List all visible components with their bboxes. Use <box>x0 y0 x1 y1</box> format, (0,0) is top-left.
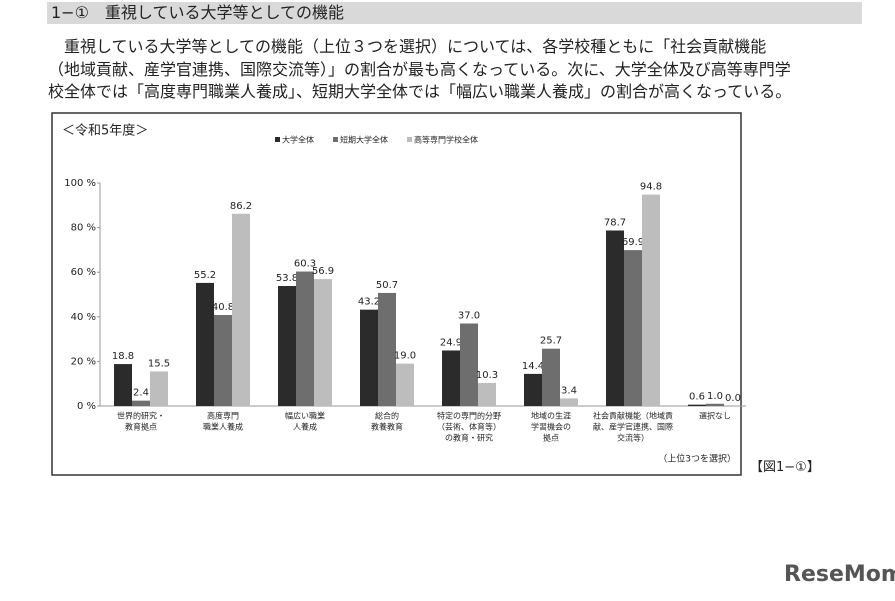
bar <box>132 400 150 406</box>
value-label: 56.9 <box>312 266 334 277</box>
bar <box>378 292 396 406</box>
value-label: 18.8 <box>112 351 134 362</box>
bar <box>542 348 560 406</box>
bar <box>688 404 706 406</box>
bar <box>706 403 724 406</box>
x-tick-label: 高度専門 <box>207 411 239 421</box>
x-tick-label: 学習機会の <box>531 422 571 432</box>
value-label: 60.3 <box>294 259 316 270</box>
value-label: 1.0 <box>707 391 723 402</box>
bar <box>296 271 314 406</box>
legend-swatch <box>275 137 280 142</box>
x-tick-label: 世界的研究・ <box>117 411 165 421</box>
legend-label: 大学全体 <box>282 135 314 145</box>
chart-subtitle: ＜令和5年度＞ <box>62 123 148 139</box>
bar <box>150 371 168 406</box>
chart-frame <box>51 112 742 476</box>
watermark: ReseMom <box>784 562 895 587</box>
value-label: 19.0 <box>394 351 416 362</box>
paragraph-line: （地域貢献、産学官連携、国際交流等）」の割合が最も高くなっている。次に、大学全体… <box>48 59 791 79</box>
value-label: 50.7 <box>376 280 398 291</box>
bar <box>114 364 132 406</box>
bar <box>460 323 478 406</box>
x-tick-label: 特定の専門的分野 <box>437 411 501 421</box>
x-tick-label: 総合的 <box>375 411 399 421</box>
value-label: 2.4 <box>133 388 149 399</box>
figure-label: 【図1−①】 <box>750 460 820 475</box>
x-tick-label: 拠点 <box>543 433 559 443</box>
x-tick-label: 教育拠点 <box>125 422 157 432</box>
value-label: 3.4 <box>561 385 577 396</box>
value-label: 0.0 <box>725 393 741 404</box>
x-tick-label: 選択なし <box>699 411 731 421</box>
value-label: 24.9 <box>440 337 462 348</box>
bar <box>442 350 460 406</box>
value-label: 55.2 <box>194 270 216 281</box>
bar <box>560 398 578 406</box>
paragraph-line: 校全体では「高度専門職業人養成」、短期大学全体では「幅広い職業人養成」の割合が高… <box>48 82 792 101</box>
bar <box>524 373 542 406</box>
x-tick-label: 交流等） <box>617 433 649 443</box>
y-tick-label: 80 % <box>71 223 96 234</box>
bar <box>314 279 332 406</box>
bar <box>642 194 660 406</box>
bar <box>214 315 232 406</box>
x-tick-label: の教育・研究 <box>445 433 493 443</box>
value-label: 94.8 <box>640 182 662 193</box>
legend-label: 高等専門学校全体 <box>414 135 478 145</box>
value-label: 25.7 <box>540 336 562 347</box>
bar <box>232 213 250 406</box>
value-label: 15.5 <box>148 358 170 369</box>
x-tick-label: 社会貢献機能（地域貢 <box>593 411 673 421</box>
bar <box>478 383 496 406</box>
legend-swatch <box>333 137 338 142</box>
y-tick-label: 20 % <box>71 356 96 367</box>
legend-swatch <box>407 137 412 142</box>
x-tick-label: 献、産学官連携、国際 <box>593 422 673 432</box>
bar <box>278 286 296 406</box>
y-tick-label: 0 % <box>77 401 96 412</box>
value-label: 40.8 <box>212 302 234 313</box>
x-tick-label: 教養教育 <box>371 422 403 432</box>
x-tick-label: 職業人養成 <box>203 422 243 432</box>
x-tick-label: 幅広い職業 <box>285 411 325 421</box>
bar <box>360 309 378 406</box>
bar <box>606 230 624 406</box>
bar <box>196 282 214 406</box>
value-label: 78.7 <box>604 217 626 228</box>
value-label: 10.3 <box>476 370 498 381</box>
y-tick-label: 40 % <box>71 312 96 323</box>
paragraph-line: 重視している大学等としての機能（上位３つを選択）については、各学校種ともに「社会… <box>64 37 767 56</box>
x-tick-label: 人養成 <box>293 422 317 432</box>
y-tick-label: 60 % <box>71 267 96 278</box>
legend-label: 短期大学全体 <box>340 135 388 145</box>
value-label: 86.2 <box>230 201 252 212</box>
paragraph: 重視している大学等としての機能（上位３つを選択）については、各学校種ともに「社会… <box>48 36 878 104</box>
value-label: 69.9 <box>622 237 644 248</box>
value-label: 53.8 <box>276 273 298 284</box>
header-title: 1−① 重視している大学等としての機能 <box>47 2 862 24</box>
value-label: 43.2 <box>358 297 380 308</box>
bar <box>396 363 414 406</box>
y-tick-label: 100 % <box>64 178 96 189</box>
value-label: 37.0 <box>458 310 480 321</box>
annotation: （上位3つを選択） <box>658 453 736 465</box>
x-tick-label: （芸術、体育等） <box>437 422 501 432</box>
bar <box>624 250 642 406</box>
value-label: 0.6 <box>689 392 705 403</box>
x-tick-label: 地域の生涯 <box>531 411 571 421</box>
value-label: 14.4 <box>522 361 544 372</box>
